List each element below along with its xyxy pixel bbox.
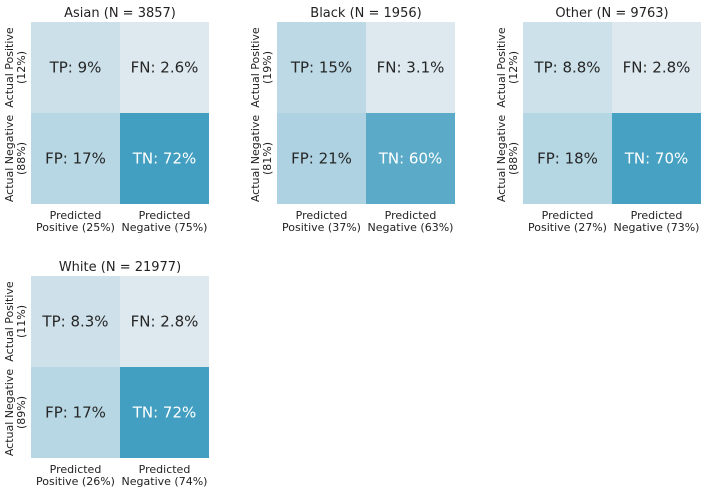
col-label-share: Negative (63%) — [368, 221, 454, 234]
heatmap-cell-tp — [523, 22, 612, 113]
row-label-share: (12%) — [15, 51, 28, 84]
col-label: Predicted — [542, 209, 594, 222]
row-label-share: (19%) — [261, 51, 274, 84]
cell-value-label: TN: 60% — [378, 150, 443, 168]
col-label-share: Positive (25%) — [36, 221, 115, 234]
col-label: Predicted — [139, 209, 191, 222]
col-label-share: Positive (26%) — [36, 475, 115, 488]
panel-title: Black (N = 1956) — [310, 6, 421, 21]
heatmap-cell-fp — [31, 113, 120, 204]
cell-value-label: TP: 8.3% — [41, 313, 108, 331]
row-label: Actual Negative — [3, 369, 16, 457]
heatmap-cell-fp — [31, 367, 120, 458]
row-label-share: (89%) — [15, 396, 28, 429]
heatmap-cell-fn — [120, 22, 209, 113]
row-label-share: (12%) — [507, 51, 520, 84]
col-label-share: Negative (75%) — [122, 221, 208, 234]
heatmap-cell-fp — [523, 113, 612, 204]
heatmap-cell-tn — [120, 113, 209, 204]
heatmap-cell-fn — [612, 22, 701, 113]
cell-value-label: FN: 2.6% — [131, 59, 199, 77]
heatmap-cell-tn — [366, 113, 455, 204]
col-label-share: Positive (27%) — [528, 221, 607, 234]
col-label-share: Negative (74%) — [122, 475, 208, 488]
heatmap-cell-tp — [31, 22, 120, 113]
confusion-matrix-panel: Other (N = 9763) TP: 8.8% FN: 2.8% FP: 18% T… — [495, 6, 701, 234]
cell-value-label: FP: 17% — [45, 404, 106, 422]
col-label: Predicted — [50, 463, 102, 476]
confusion-matrix-panel: Asian (N = 3857) TP: 9% FN: 2.6% FP: 17% TN:… — [3, 6, 209, 234]
cell-value-label: TN: 72% — [132, 150, 197, 168]
cell-value-label: TP: 9% — [49, 59, 102, 77]
row-label: Actual Negative — [495, 115, 508, 203]
row-label-share: (11%) — [15, 305, 28, 338]
panel-title: Other (N = 9763) — [555, 6, 668, 21]
row-label: Actual Positive — [249, 27, 262, 108]
heatmap-cell-tp — [277, 22, 366, 113]
row-label-share: (88%) — [15, 142, 28, 175]
cell-value-label: FN: 3.1% — [377, 59, 445, 77]
heatmap-cell-tn — [120, 367, 209, 458]
row-label: Actual Positive — [495, 27, 508, 108]
heatmap-cell-tn — [612, 113, 701, 204]
cell-value-label: TN: 70% — [624, 150, 689, 168]
heatmap-cell-tp — [31, 276, 120, 367]
col-label: Predicted — [631, 209, 683, 222]
cell-value-label: TP: 15% — [290, 59, 352, 77]
row-label-share: (81%) — [261, 142, 274, 175]
confusion-matrix-panel: White (N = 21977) TP: 8.3% FN: 2.8% FP: 17%… — [3, 260, 209, 488]
cell-value-label: FN: 2.8% — [623, 59, 691, 77]
heatmap-cell-fn — [120, 276, 209, 367]
heatmap-cell-fp — [277, 113, 366, 204]
cell-value-label: FP: 18% — [537, 150, 598, 168]
cell-value-label: FP: 17% — [45, 150, 106, 168]
panel-title: Asian (N = 3857) — [64, 6, 176, 21]
row-label: Actual Positive — [3, 27, 16, 108]
confusion-matrix-panel: Black (N = 1956) TP: 15% FN: 3.1% FP: 21% TN… — [249, 6, 455, 234]
cell-value-label: FN: 2.8% — [131, 313, 199, 331]
col-label: Predicted — [296, 209, 348, 222]
row-label-share: (88%) — [507, 142, 520, 175]
panel-title: White (N = 21977) — [59, 260, 181, 275]
col-label: Predicted — [139, 463, 191, 476]
cell-value-label: FP: 21% — [291, 150, 352, 168]
cell-value-label: TP: 8.8% — [533, 59, 600, 77]
col-label-share: Negative (73%) — [614, 221, 700, 234]
row-label: Actual Negative — [3, 115, 16, 203]
col-label: Predicted — [385, 209, 437, 222]
heatmap-cell-fn — [366, 22, 455, 113]
row-label: Actual Negative — [249, 115, 262, 203]
row-label: Actual Positive — [3, 281, 16, 362]
col-label-share: Positive (37%) — [282, 221, 361, 234]
col-label: Predicted — [50, 209, 102, 222]
cell-value-label: TN: 72% — [132, 404, 197, 422]
